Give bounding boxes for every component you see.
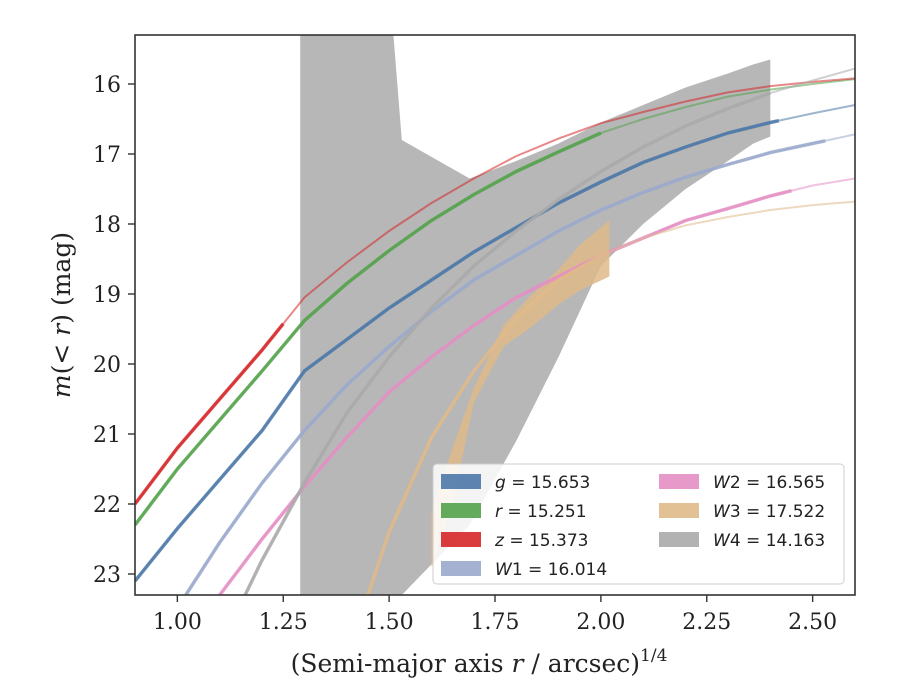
y-tick-label: 22 [93, 493, 121, 518]
legend-label-g: g = 15.653 [495, 473, 590, 493]
y-tick-label: 16 [93, 73, 121, 98]
legend: g = 15.653 r = 15.251 z = 15.373 W1 = 16.01… [432, 463, 845, 585]
legend-box [432, 463, 845, 585]
x-axis-label: (Semi-major axis r / arcsec)1/4 [291, 646, 668, 678]
legend-label-w4: W4 = 14.163 [713, 531, 825, 551]
data-line-z [135, 322, 285, 506]
series-lines [135, 67, 855, 595]
x-tick-label: 1.50 [365, 610, 414, 635]
legend-swatch-w3 [659, 503, 699, 518]
legend-swatch-w4 [659, 532, 699, 547]
data-line-w3 [366, 250, 611, 595]
legend-swatch-w2 [659, 474, 699, 489]
y-tick-label: 20 [93, 353, 121, 378]
x-tick-label: 2.50 [788, 610, 837, 635]
y-axis-label: m(< r) (mag) [47, 232, 76, 398]
x-tick-label: 2.00 [576, 610, 625, 635]
legend-swatch-z [441, 532, 481, 547]
legend-label-w1: W1 = 16.014 [495, 560, 607, 580]
legend-swatch-w1 [441, 561, 481, 576]
x-tick-label: 1.00 [153, 610, 202, 635]
y-tick-label: 23 [93, 563, 121, 588]
legend-label-w3: W3 = 17.522 [713, 502, 825, 522]
legend-label-z: z = 15.373 [494, 531, 588, 551]
data-line-r [135, 131, 602, 527]
band-w3 [431, 220, 610, 567]
data-line-g [135, 118, 780, 583]
legend-label-r: r = 15.251 [495, 502, 587, 522]
y-tick-label: 18 [93, 213, 121, 238]
legend-swatch-r [441, 503, 481, 518]
uncertainty-bands [300, 35, 771, 595]
y-tick-label: 19 [93, 283, 121, 308]
x-axis-ticks: 1.00 1.25 1.50 1.75 2.00 2.25 2.50 [153, 595, 837, 635]
data-line-w4 [243, 91, 771, 595]
y-tick-label: 17 [93, 143, 121, 168]
y-axis-ticks: 16 17 18 19 20 21 22 23 [93, 73, 135, 588]
y-tick-label: 21 [93, 423, 121, 448]
legend-label-w2: W2 = 16.565 [713, 473, 825, 493]
legend-swatch-g [441, 474, 481, 489]
x-tick-label: 2.25 [682, 610, 731, 635]
x-axis-label-exponent: 1/4 [640, 646, 667, 666]
x-tick-label: 1.25 [259, 610, 308, 635]
x-tick-label: 1.75 [471, 610, 520, 635]
data-line-w1 [184, 139, 826, 595]
data-line-w2 [218, 189, 792, 595]
